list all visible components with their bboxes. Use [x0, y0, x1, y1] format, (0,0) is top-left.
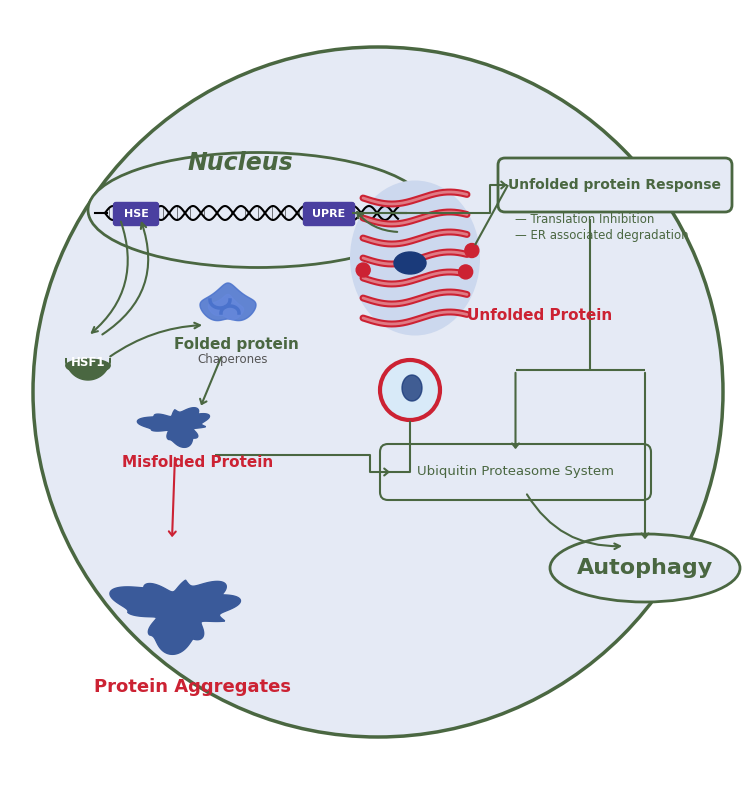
Text: UPRE: UPRE [312, 209, 345, 219]
Text: Protein Aggregates: Protein Aggregates [94, 678, 292, 696]
Circle shape [356, 263, 370, 277]
Text: Nucleus: Nucleus [187, 151, 293, 175]
Polygon shape [138, 407, 209, 447]
Ellipse shape [550, 534, 740, 602]
FancyBboxPatch shape [498, 158, 732, 212]
FancyBboxPatch shape [303, 203, 355, 225]
Text: HSE: HSE [123, 209, 148, 219]
Circle shape [459, 265, 472, 279]
Text: Unfolded protein Response: Unfolded protein Response [509, 178, 721, 192]
Ellipse shape [66, 359, 110, 373]
Text: Autophagy: Autophagy [577, 558, 713, 578]
Circle shape [33, 47, 723, 737]
Ellipse shape [402, 375, 422, 401]
FancyBboxPatch shape [380, 444, 651, 500]
Ellipse shape [394, 252, 426, 274]
Polygon shape [66, 358, 110, 380]
Ellipse shape [88, 152, 428, 268]
Text: Misfolded Protein: Misfolded Protein [122, 455, 274, 470]
Text: Unfolded Protein: Unfolded Protein [467, 308, 612, 323]
Text: Ubiquitin Proteasome System: Ubiquitin Proteasome System [417, 466, 614, 479]
Ellipse shape [350, 181, 480, 335]
Text: — ER associated degradation: — ER associated degradation [515, 229, 689, 242]
Circle shape [380, 360, 440, 420]
FancyBboxPatch shape [113, 203, 159, 225]
Polygon shape [110, 580, 240, 655]
Circle shape [465, 243, 479, 257]
Text: HSF1: HSF1 [71, 356, 105, 370]
Polygon shape [209, 294, 243, 319]
Text: Folded protein: Folded protein [174, 337, 299, 352]
Text: Chaperones: Chaperones [198, 353, 268, 366]
Text: — Translation Inhibition: — Translation Inhibition [515, 213, 655, 226]
Polygon shape [200, 283, 256, 320]
